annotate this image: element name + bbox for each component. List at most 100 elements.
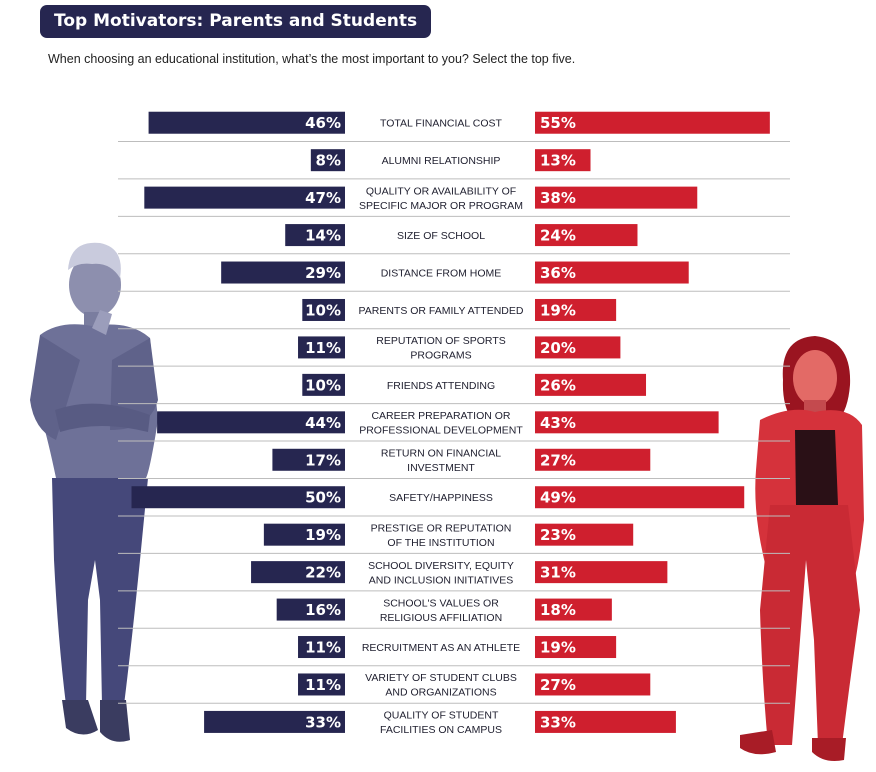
category-label-line: AND INCLUSION INITIATIVES [369, 574, 514, 586]
students-bar [535, 523, 634, 546]
category-label-line: PROGRAMS [410, 350, 471, 362]
parents-bar [204, 710, 345, 733]
parents-bar [310, 149, 345, 172]
parents-value-label: 17% [305, 451, 341, 469]
students-bar [535, 710, 676, 733]
parents-value-label: 10% [305, 376, 341, 394]
students-bar [535, 111, 770, 134]
category-label: CAREER PREPARATION OR PROFESSIONAL DEVELO… [359, 410, 523, 437]
category-label-line: AND ORGANIZATIONS [385, 687, 496, 699]
parents-bar [157, 411, 345, 434]
category-label-line: CAREER PREPARATION OR [371, 410, 510, 422]
parents-value-label: 10% [305, 301, 341, 319]
category-label-line: TOTAL FINANCIAL COST [380, 118, 503, 130]
students-value-label: 43% [540, 414, 576, 432]
category-label: RECRUITMENT AS AN ATHLETE [362, 642, 520, 654]
parents-value-label: 14% [305, 227, 341, 245]
parents-value-label: 47% [305, 189, 341, 207]
parents-value-label: 33% [305, 713, 341, 731]
students-value-label: 18% [540, 601, 576, 619]
category-label-line: PRESTIGE OR REPUTATION [371, 522, 512, 534]
category-label-line: SAFETY/HAPPINESS [389, 492, 493, 504]
parents-value-label: 19% [305, 526, 341, 544]
category-label: VARIETY OF STUDENT CLUBS AND ORGANIZATION… [365, 672, 517, 699]
students-value-label: 26% [540, 376, 576, 394]
parents-value-label: 11% [305, 676, 341, 694]
category-label: SAFETY/HAPPINESS [389, 492, 493, 504]
students-value-label: 13% [540, 152, 576, 170]
category-label: QUALITY OR AVAILABILITY OF SPECIFIC MAJOR… [359, 185, 523, 212]
parents-value-label: 29% [305, 264, 341, 282]
chart-subtitle: When choosing an educational institution… [48, 52, 576, 66]
category-label-line: ALUMNI RELATIONSHIP [382, 155, 501, 167]
parents-value-label: 8% [316, 152, 341, 170]
students-value-label: 55% [540, 114, 576, 132]
parents-bar [148, 111, 345, 134]
category-label: QUALITY OF STUDENT FACILITIES ON CAMPUS [380, 710, 502, 737]
category-label-line: SIZE OF SCHOOL [397, 230, 485, 242]
students-bar [535, 448, 651, 471]
students-value-label: 33% [540, 713, 576, 731]
students-bar [535, 261, 689, 284]
category-label: DISTANCE FROM HOME [381, 268, 502, 280]
category-label-line: PARENTS OR FAMILY ATTENDED [359, 305, 524, 317]
parents-value-label: 16% [305, 601, 341, 619]
category-label-line: SCHOOL'S VALUES OR [383, 597, 499, 609]
students-value-label: 23% [540, 526, 576, 544]
parents-bar [298, 636, 345, 659]
students-value-label: 27% [540, 676, 576, 694]
students-bar [535, 224, 638, 247]
category-label: PRESTIGE OR REPUTATION OF THE INSTITUTION [371, 522, 512, 549]
category-label: SCHOOL DIVERSITY, EQUITY AND INCLUSION IN… [368, 560, 514, 587]
students-value-label: 19% [540, 639, 576, 657]
category-label: ALUMNI RELATIONSHIP [382, 155, 501, 167]
chart-title: Top Motivators: Parents and Students [40, 5, 432, 38]
category-label-line: QUALITY OR AVAILABILITY OF [366, 185, 516, 197]
students-bar [535, 636, 617, 659]
category-label-line: OF THE INSTITUTION [387, 537, 494, 549]
parents-value-label: 22% [305, 564, 341, 582]
students-bar [535, 373, 647, 396]
parents-bar [263, 523, 345, 546]
parents-bar [251, 561, 345, 584]
category-label: REPUTATION OF SPORTS PROGRAMS [376, 335, 506, 362]
parents-bar [131, 486, 345, 509]
students-bar [535, 336, 621, 359]
students-value-label: 20% [540, 339, 576, 357]
students-value-label: 36% [540, 264, 576, 282]
parent-figure [30, 242, 158, 742]
students-value-label: 49% [540, 489, 576, 507]
category-label-line: VARIETY OF STUDENT CLUBS [365, 672, 517, 684]
students-bar [535, 298, 617, 321]
parents-bar [144, 186, 345, 209]
student-figure [740, 336, 864, 761]
parents-bar [272, 448, 345, 471]
parents-bar [298, 336, 345, 359]
students-bar [535, 149, 591, 172]
category-label-line: REPUTATION OF SPORTS [376, 335, 506, 347]
category-label: RETURN ON FINANCIAL INVESTMENT [381, 448, 501, 475]
category-label-line: PROFESSIONAL DEVELOPMENT [359, 425, 523, 437]
category-label: SCHOOL'S VALUES OR RELIGIOUS AFFILIATION [380, 597, 502, 624]
parents-bar [302, 373, 345, 396]
category-label-line: RELIGIOUS AFFILIATION [380, 612, 502, 624]
students-bar [535, 186, 698, 209]
category-label: FRIENDS ATTENDING [387, 380, 495, 392]
students-value-label: 24% [540, 227, 576, 245]
parents-value-label: 50% [305, 489, 341, 507]
students-value-label: 19% [540, 301, 576, 319]
parents-bar [302, 298, 345, 321]
category-label-line: INVESTMENT [407, 462, 475, 474]
parents-bar [298, 673, 345, 696]
category-label-line: FRIENDS ATTENDING [387, 380, 495, 392]
category-label-line: QUALITY OF STUDENT [384, 710, 499, 722]
category-label-line: RECRUITMENT AS AN ATHLETE [362, 642, 520, 654]
parents-value-label: 11% [305, 339, 341, 357]
category-label-line: SPECIFIC MAJOR OR PROGRAM [359, 200, 523, 212]
students-value-label: 27% [540, 451, 576, 469]
parents-value-label: 46% [305, 114, 341, 132]
students-bar [535, 673, 651, 696]
students-bar [535, 411, 719, 434]
